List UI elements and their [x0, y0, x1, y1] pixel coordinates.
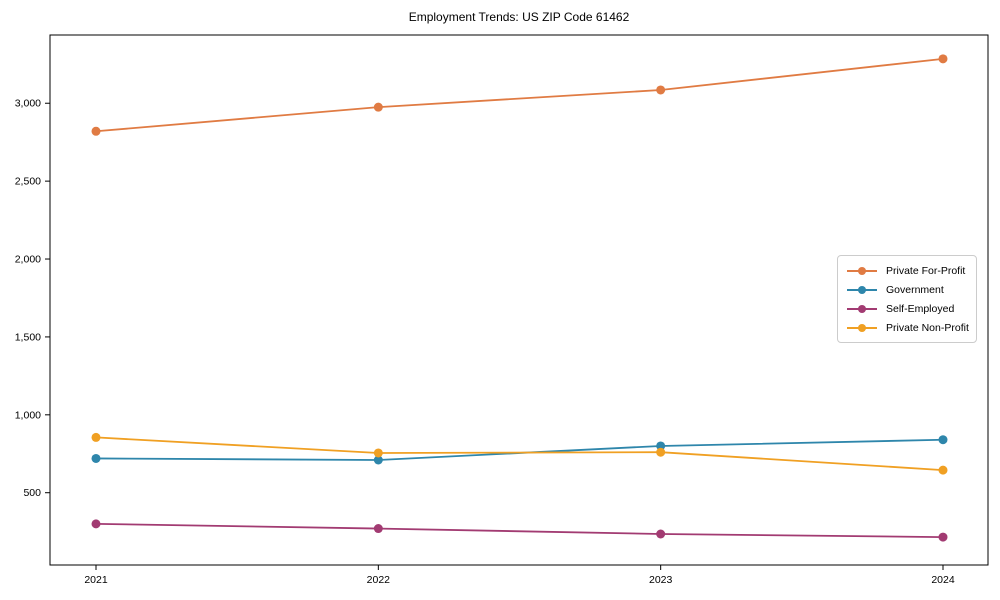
data-point-marker — [91, 126, 101, 136]
data-point-marker — [938, 465, 948, 475]
data-point-marker — [938, 532, 948, 542]
legend-item: Self-Employed — [847, 300, 967, 318]
y-tick-label: 3,000 — [15, 98, 41, 110]
y-tick-label: 1,000 — [15, 409, 41, 421]
x-axis: 2021 2022 2023 2024 — [84, 565, 955, 586]
series-line — [95, 438, 944, 461]
y-tick-label: 2,000 — [15, 254, 41, 266]
x-tick-label: 2022 — [367, 574, 391, 586]
data-point-marker — [373, 524, 383, 534]
line-dot-marker-icon — [847, 304, 877, 314]
y-tick-label: 2,500 — [15, 176, 41, 188]
data-point-marker — [91, 519, 101, 529]
legend: Private For-Profit Government Self-Emplo… — [837, 255, 977, 343]
data-point-marker — [373, 102, 383, 112]
legend-item: Private Non-Profit — [847, 319, 969, 337]
y-tick-label: 500 — [23, 487, 41, 499]
data-point-marker — [91, 453, 101, 463]
line-dot-marker-icon — [847, 266, 877, 276]
series-self-employed — [91, 519, 948, 542]
line-dot-marker-icon — [847, 323, 877, 333]
legend-item: Government — [847, 281, 967, 299]
data-point-marker — [938, 435, 948, 445]
series-line — [95, 57, 944, 133]
data-point-marker — [91, 432, 101, 442]
y-tick-label: 1,500 — [15, 331, 41, 343]
data-point-marker — [656, 85, 666, 95]
data-point-marker — [938, 54, 948, 64]
series-government — [91, 435, 948, 465]
y-axis: 500 1,000 1,500 2,000 2,500 3,000 — [15, 98, 50, 499]
data-point-marker — [373, 455, 383, 465]
x-tick-label: 2024 — [931, 574, 955, 586]
data-point-marker — [656, 441, 666, 451]
data-point-marker — [656, 447, 666, 457]
legend-label: Private Non-Profit — [886, 321, 969, 334]
x-tick-label: 2023 — [649, 574, 673, 586]
legend-item: Private For-Profit — [847, 262, 967, 280]
legend-label: Government — [886, 283, 944, 296]
chart-title: Employment Trends: US ZIP Code 61462 — [408, 10, 630, 24]
series-line — [95, 522, 944, 539]
legend-label: Private For-Profit — [886, 264, 966, 277]
series-private-for-profit — [91, 54, 948, 136]
series-line — [95, 436, 944, 472]
data-point-marker — [656, 529, 666, 539]
data-point-marker — [373, 448, 383, 458]
line-dot-marker-icon — [847, 285, 877, 295]
plot-border — [49, 34, 989, 566]
legend-label: Self-Employed — [886, 302, 955, 315]
series-private-non-profit — [91, 432, 948, 475]
x-tick-label: 2021 — [84, 574, 108, 586]
